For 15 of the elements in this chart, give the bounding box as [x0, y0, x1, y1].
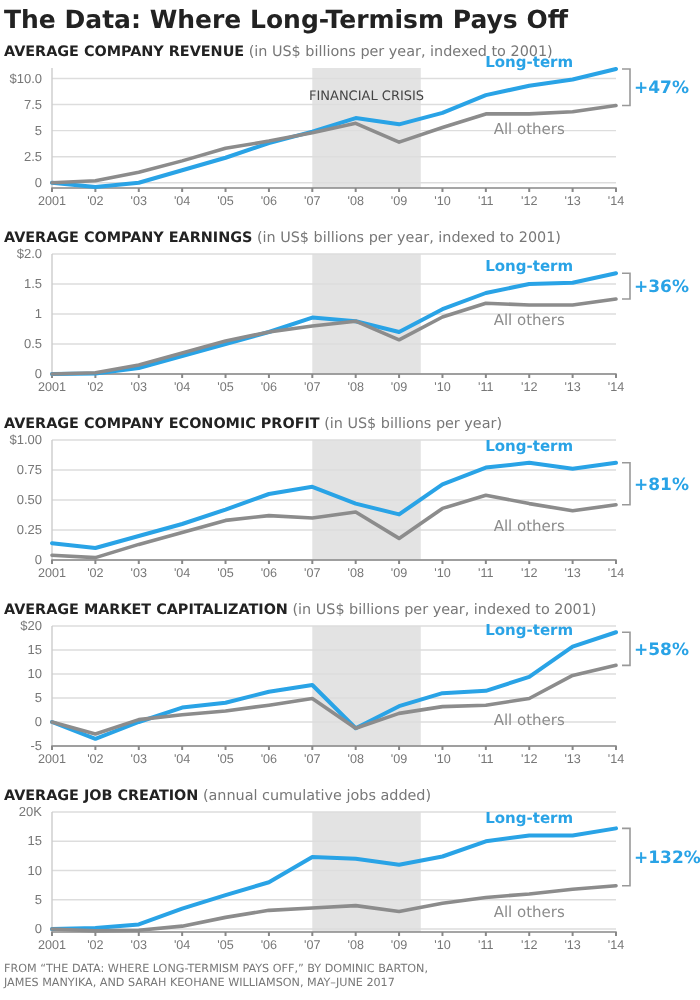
- text: +81%: [634, 475, 690, 496]
- line-series: [50, 663, 618, 736]
- text: +47%: [634, 79, 690, 100]
- line-series: [50, 826, 618, 932]
- line-series: [50, 103, 618, 185]
- line-series: [50, 460, 618, 550]
- text: +36%: [634, 278, 690, 299]
- chart-title: The Data: Where Long-Termism Pays Off: [4, 4, 570, 34]
- line-series: [50, 271, 618, 376]
- line-series: [50, 493, 618, 560]
- line-series: [50, 67, 618, 189]
- line-series: [50, 297, 618, 376]
- text: +58%: [634, 640, 690, 661]
- line-series: [50, 883, 618, 933]
- text: +132%: [634, 849, 700, 870]
